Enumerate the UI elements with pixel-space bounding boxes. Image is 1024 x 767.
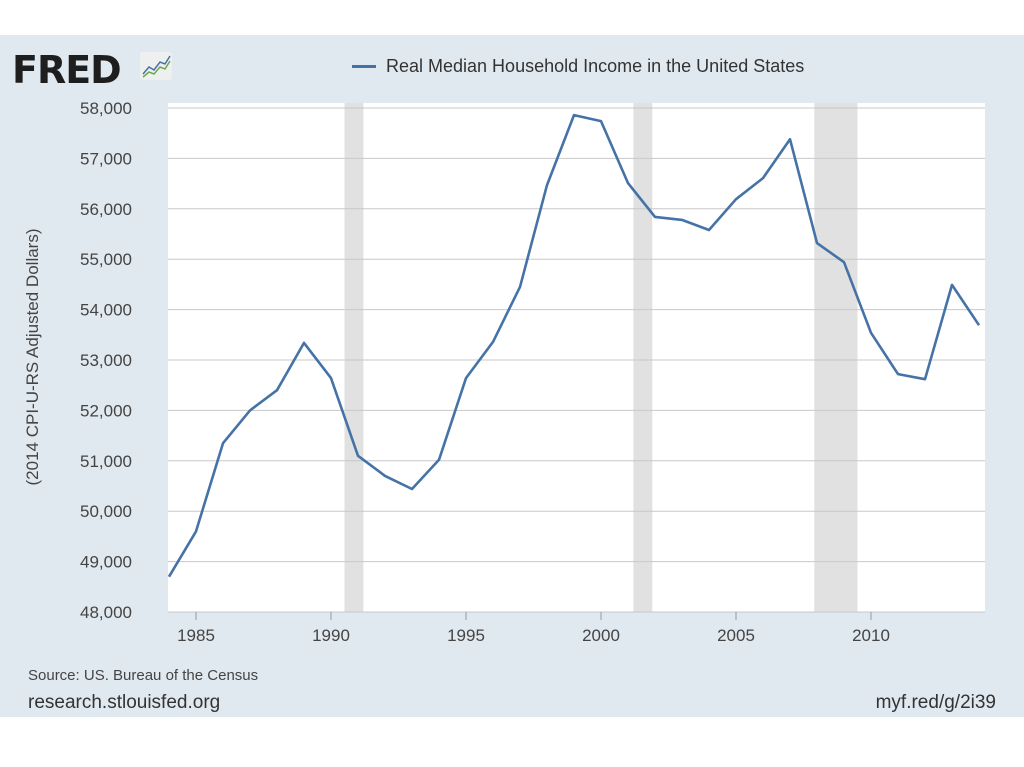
x-tick-label: 2005 — [717, 626, 755, 645]
recession-band — [344, 103, 364, 612]
x-tick-label: 2010 — [852, 626, 890, 645]
fred-logo-graph-icon — [140, 52, 172, 80]
y-axis-label: (2014 CPI-U-RS Adjusted Dollars) — [23, 229, 42, 486]
site-link[interactable]: research.stlouisfed.org — [28, 692, 221, 713]
y-tick-label: 48,000 — [80, 603, 132, 622]
x-tick-label: 1985 — [177, 626, 215, 645]
y-tick-label: 58,000 — [80, 99, 132, 118]
short-url-link[interactable]: myf.red/g/2i39 — [875, 692, 996, 713]
legend-label: Real Median Household Income in the Unit… — [386, 56, 805, 76]
x-tick-label: 1990 — [312, 626, 350, 645]
fred-logo[interactable]: FRED — [12, 48, 122, 92]
y-tick-label: 54,000 — [80, 301, 132, 320]
y-tick-label: 56,000 — [80, 200, 132, 219]
recession-band — [633, 103, 653, 612]
y-tick-label: 53,000 — [80, 351, 132, 370]
chart-legend: Real Median Household Income in the Unit… — [352, 56, 804, 77]
y-tick-label: 55,000 — [80, 250, 132, 269]
recession-band — [814, 103, 858, 612]
y-tick-label: 52,000 — [80, 401, 132, 420]
y-tick-label: 57,000 — [80, 149, 132, 168]
y-tick-label: 51,000 — [80, 452, 132, 471]
x-tick-label: 2000 — [582, 626, 620, 645]
x-tick-label: 1995 — [447, 626, 485, 645]
source-note: Source: US. Bureau of the Census — [28, 667, 259, 684]
y-tick-label: 50,000 — [80, 502, 132, 521]
y-tick-label: 49,000 — [80, 553, 132, 572]
legend-swatch — [352, 65, 376, 68]
plot-area — [168, 103, 985, 612]
